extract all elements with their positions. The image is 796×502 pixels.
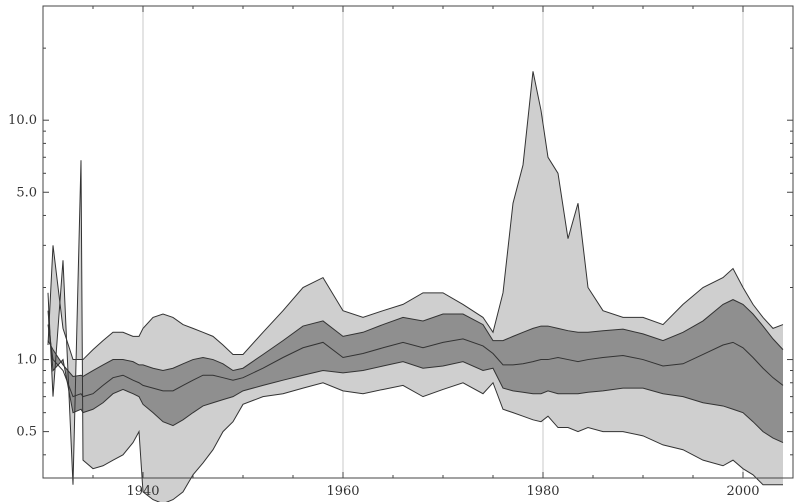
outer-band-area bbox=[48, 71, 783, 502]
series-line-5 bbox=[47, 71, 784, 361]
y-tick-label-0.5: 0.5 bbox=[16, 425, 37, 440]
y-tick-label-1.0: 1.0 bbox=[16, 353, 37, 368]
series-line-1 bbox=[47, 160, 783, 502]
x-tick-label-1940: 1940 bbox=[126, 484, 159, 499]
inner-band-area bbox=[48, 299, 783, 443]
series-line-4 bbox=[47, 299, 784, 378]
series-line-3 bbox=[47, 324, 784, 398]
y-tick-label-10.0: 10.0 bbox=[8, 113, 37, 128]
series-line-2 bbox=[47, 310, 784, 444]
x-tick-label-1980: 1980 bbox=[526, 484, 559, 499]
y-tick-label-5.0: 5.0 bbox=[16, 185, 37, 200]
x-tick-label-1960: 1960 bbox=[326, 484, 359, 499]
plot-frame bbox=[42, 5, 794, 479]
x-tick-label-2000: 2000 bbox=[726, 484, 759, 499]
plot-area: 1940 1960 1980 2000 0.5 1.0 5.0 10.0 bbox=[8, 5, 794, 502]
